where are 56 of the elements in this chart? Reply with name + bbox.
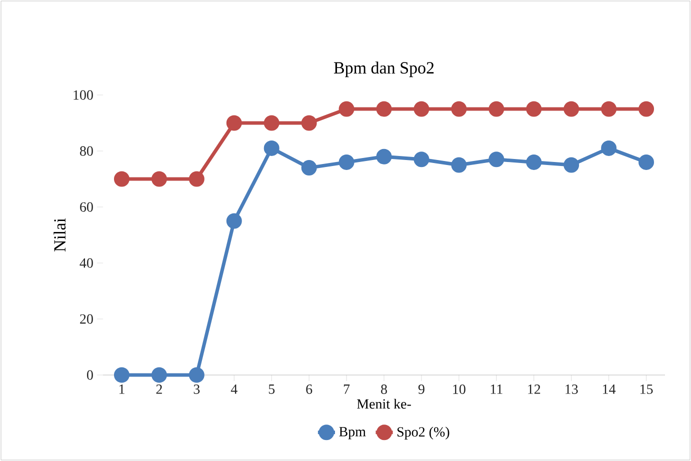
x-tick-label: 1	[119, 384, 124, 394]
x-tick-label: 11	[490, 384, 502, 394]
point	[376, 148, 392, 164]
y-tick-label: 0	[87, 370, 93, 380]
y-tick-label: 20	[80, 314, 93, 324]
x-tick-label: 12	[528, 384, 540, 394]
chart-title: Bpm dan Spo2	[334, 62, 434, 78]
point	[638, 154, 654, 170]
point	[338, 101, 354, 117]
x-tick-label: 15	[640, 384, 653, 394]
x-tick-label: 10	[453, 384, 466, 394]
x-tick-label: 6	[306, 384, 312, 394]
point	[301, 160, 317, 176]
x-tick-label: 3	[194, 384, 200, 394]
point	[264, 115, 280, 131]
legend-label: Bpm	[339, 427, 366, 440]
y-tick-label: 60	[80, 202, 93, 212]
x-tick-label: 4	[230, 384, 238, 394]
point	[414, 101, 430, 117]
point	[526, 154, 542, 170]
point	[114, 367, 130, 383]
x-tick-label: 9	[418, 384, 424, 394]
point	[264, 140, 280, 156]
x-tick-label: 14	[603, 384, 616, 394]
point	[564, 101, 580, 117]
point	[601, 101, 617, 117]
x-tick-label: 7	[344, 384, 350, 394]
point	[114, 171, 130, 187]
point	[488, 101, 504, 117]
point	[376, 101, 392, 117]
x-tick-label: 13	[566, 384, 578, 394]
point	[188, 367, 204, 383]
point	[226, 213, 242, 229]
point	[638, 101, 654, 117]
legend-label: Spo2 (%)	[397, 426, 450, 440]
point	[188, 171, 204, 187]
point	[338, 154, 354, 170]
point	[526, 101, 542, 117]
y-tick-label: 40	[80, 258, 93, 268]
y-tick-label: 80	[80, 146, 93, 156]
point	[151, 171, 167, 187]
x-axis-title: Menit ke-	[357, 398, 411, 409]
point	[414, 152, 430, 168]
point	[301, 115, 317, 131]
point	[564, 157, 580, 173]
point	[151, 367, 167, 383]
y-tick-label: 100	[74, 90, 93, 100]
x-tick-label: 8	[381, 384, 387, 394]
point	[451, 157, 467, 173]
y-axis-title: Nilai	[54, 218, 66, 252]
point	[451, 101, 467, 117]
x-tick-label: 5	[268, 384, 275, 394]
point	[226, 115, 242, 131]
point	[601, 140, 617, 156]
point	[488, 152, 504, 168]
x-tick-label: 2	[156, 384, 162, 394]
